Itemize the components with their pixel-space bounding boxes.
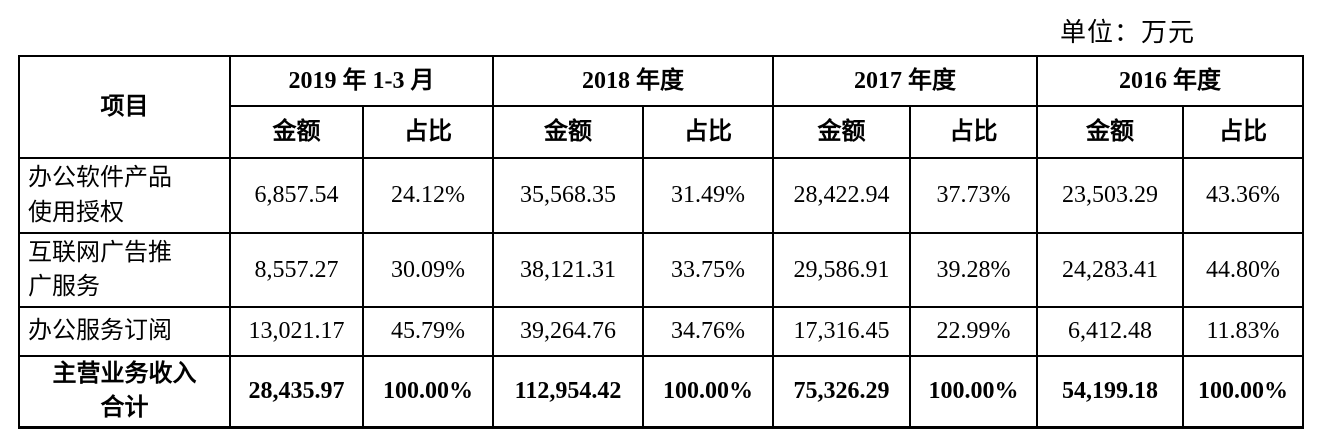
- cell-amount: 54,199.18: [1036, 355, 1184, 428]
- subheader-amount-2017: 金额: [772, 105, 911, 159]
- cell-amount: 23,503.29: [1036, 157, 1184, 234]
- revenue-table: 项目 2019 年 1-3 月 2018 年度 2017 年度 2016 年度 …: [18, 55, 1304, 429]
- subheader-share-2017: 占比: [909, 105, 1038, 159]
- subheader-amount-2016: 金额: [1036, 105, 1184, 159]
- subheader-share-2018: 占比: [642, 105, 774, 159]
- period-header-2016: 2016 年度: [1036, 55, 1304, 107]
- cell-amount: 8,557.27: [229, 232, 364, 308]
- cell-amount: 112,954.42: [492, 355, 644, 428]
- cell-amount: 17,316.45: [772, 306, 911, 357]
- cell-share: 22.99%: [909, 306, 1038, 357]
- cell-amount: 28,422.94: [772, 157, 911, 234]
- cell-amount: 24,283.41: [1036, 232, 1184, 308]
- cell-share: 37.73%: [909, 157, 1038, 234]
- cell-share: 44.80%: [1182, 232, 1304, 308]
- cell-share: 34.76%: [642, 306, 774, 357]
- cell-share: 39.28%: [909, 232, 1038, 308]
- table-row-internet-ads: 互联网广告推 广服务 8,557.27 30.09% 38,121.31 33.…: [18, 232, 1304, 308]
- cell-amount: 29,586.91: [772, 232, 911, 308]
- cell-amount: 13,021.17: [229, 306, 364, 357]
- cell-share: 24.12%: [362, 157, 494, 234]
- cell-share: 43.36%: [1182, 157, 1304, 234]
- row-label: 互联网广告推 广服务: [18, 232, 231, 308]
- period-header-2017: 2017 年度: [772, 55, 1038, 107]
- cell-share: 100.00%: [362, 355, 494, 428]
- subheader-amount-2018: 金额: [492, 105, 644, 159]
- cell-share: 100.00%: [909, 355, 1038, 428]
- cell-amount: 6,412.48: [1036, 306, 1184, 357]
- subheader-amount-2019q1: 金额: [229, 105, 364, 159]
- table-row-total: 主营业务收入 合计 28,435.97 100.00% 112,954.42 1…: [18, 355, 1304, 428]
- header-row-periods: 项目 2019 年 1-3 月 2018 年度 2017 年度 2016 年度: [18, 55, 1304, 159]
- subheader-share-2019q1: 占比: [362, 105, 494, 159]
- cell-share: 45.79%: [362, 306, 494, 357]
- cell-amount: 35,568.35: [492, 157, 644, 234]
- subheader-share-2016: 占比: [1182, 105, 1304, 159]
- cell-share: 100.00%: [642, 355, 774, 428]
- row-label: 办公服务订阅: [18, 306, 231, 357]
- cell-amount: 28,435.97: [229, 355, 364, 428]
- unit-label: 单位：万元: [1060, 18, 1196, 47]
- cell-amount: 6,857.54: [229, 157, 364, 234]
- item-column-header: 项目: [18, 55, 231, 159]
- cell-share: 33.75%: [642, 232, 774, 308]
- cell-share: 11.83%: [1182, 306, 1304, 357]
- header-row-subheaders: 金额 占比 金额 占比 金额 占比 金额 占比: [19, 105, 1304, 159]
- cell-share: 30.09%: [362, 232, 494, 308]
- table-row-software-license: 办公软件产品 使用授权 6,857.54 24.12% 35,568.35 31…: [18, 157, 1304, 234]
- table-row-office-subscription: 办公服务订阅 13,021.17 45.79% 39,264.76 34.76%…: [18, 306, 1304, 357]
- cell-amount: 38,121.31: [492, 232, 644, 308]
- cell-amount: 39,264.76: [492, 306, 644, 357]
- row-label-total: 主营业务收入 合计: [18, 355, 231, 428]
- cell-share: 31.49%: [642, 157, 774, 234]
- cell-amount: 75,326.29: [772, 355, 911, 428]
- period-header-2019q1: 2019 年 1-3 月: [229, 55, 494, 107]
- cell-share: 100.00%: [1182, 355, 1304, 428]
- row-label: 办公软件产品 使用授权: [18, 157, 231, 234]
- period-header-2018: 2018 年度: [492, 55, 774, 107]
